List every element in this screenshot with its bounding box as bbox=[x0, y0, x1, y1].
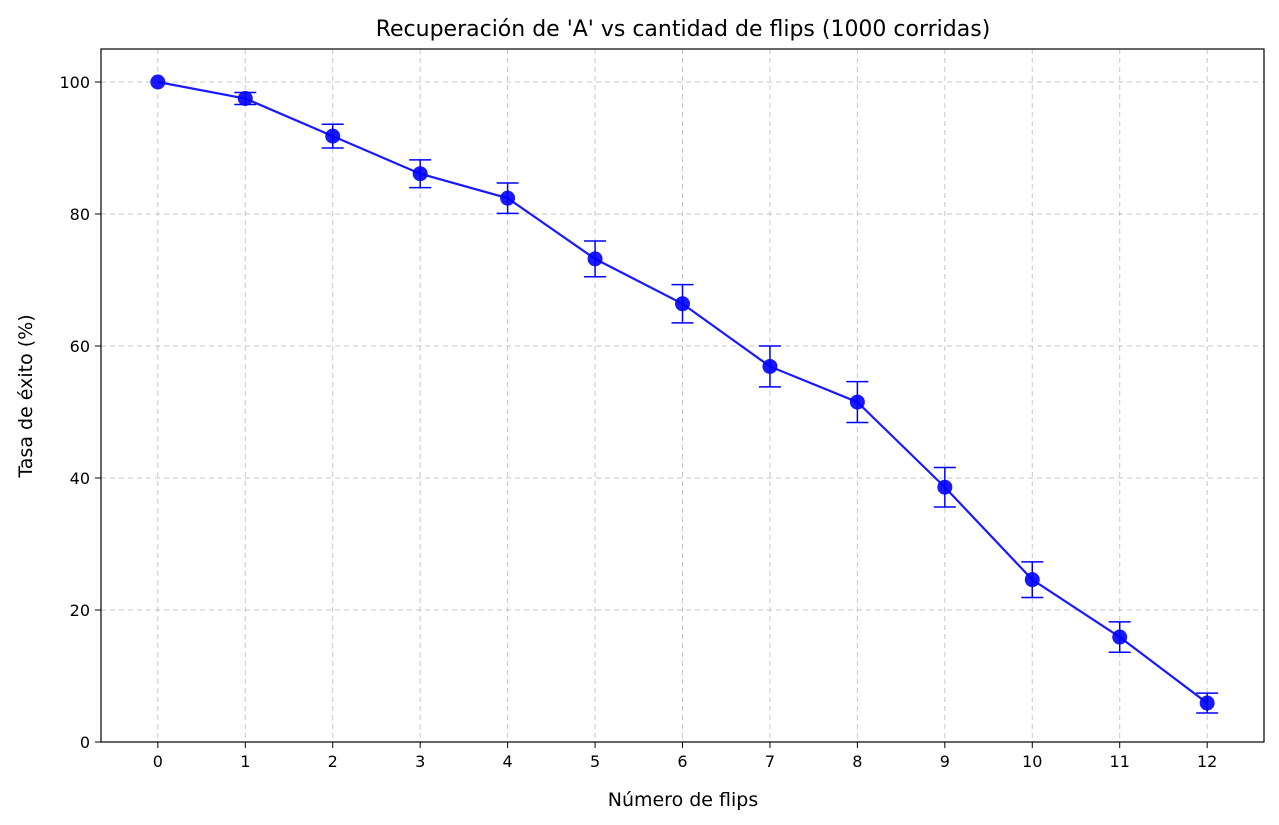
x-tick-label: 3 bbox=[415, 752, 425, 771]
y-tick-label: 0 bbox=[80, 733, 90, 752]
x-axis-label: Número de flips bbox=[608, 789, 759, 811]
x-tick-label: 9 bbox=[940, 752, 950, 771]
y-axis-label: Tasa de éxito (%) bbox=[15, 314, 37, 478]
x-tick-label: 12 bbox=[1197, 752, 1217, 771]
x-tick-label: 0 bbox=[153, 752, 163, 771]
chart-title: Recuperación de 'A' vs cantidad de flips… bbox=[376, 17, 991, 42]
x-tick-label: 1 bbox=[240, 752, 250, 771]
x-tick-label: 6 bbox=[677, 752, 687, 771]
x-tick-label: 10 bbox=[1022, 752, 1042, 771]
x-tick-label: 2 bbox=[328, 752, 338, 771]
data-point bbox=[762, 358, 778, 374]
plot-frame bbox=[100, 48, 1265, 743]
data-point bbox=[587, 251, 603, 267]
data-point bbox=[325, 128, 341, 144]
data-point bbox=[500, 190, 516, 206]
x-tick-label: 11 bbox=[1110, 752, 1130, 771]
data-point bbox=[849, 394, 865, 410]
data-point bbox=[1199, 695, 1215, 711]
y-tick-label: 40 bbox=[70, 469, 90, 488]
data-point bbox=[150, 74, 166, 90]
data-series bbox=[150, 74, 1219, 714]
data-point bbox=[1112, 629, 1128, 645]
data-point bbox=[675, 296, 690, 312]
data-point bbox=[412, 166, 428, 182]
data-point bbox=[237, 91, 253, 106]
y-tick-label: 60 bbox=[70, 337, 90, 356]
x-tick-label: 8 bbox=[852, 752, 862, 771]
x-tick-label: 5 bbox=[590, 752, 600, 771]
data-point bbox=[937, 479, 953, 495]
x-tick-label: 4 bbox=[503, 752, 513, 771]
data-point bbox=[1024, 572, 1040, 588]
y-tick-label: 80 bbox=[70, 205, 90, 224]
grid-lines bbox=[101, 49, 1264, 743]
x-tick-label: 7 bbox=[765, 752, 775, 771]
y-tick-label: 100 bbox=[59, 73, 90, 92]
y-tick-label: 20 bbox=[70, 601, 90, 620]
